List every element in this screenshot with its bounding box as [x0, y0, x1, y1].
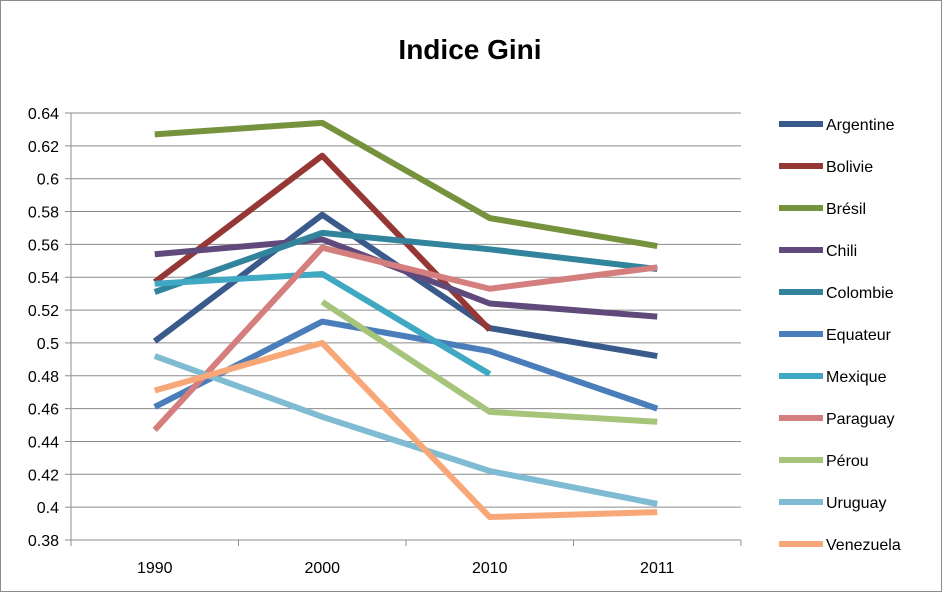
y-tick-label: 0.62 [28, 139, 59, 156]
legend-item: Uruguay [779, 495, 886, 512]
series-line-colombie [153, 229, 658, 295]
x-tick-label: 2000 [304, 560, 340, 577]
y-tick-label: 0.6 [37, 172, 59, 189]
legend-item: Venezuela [779, 537, 901, 554]
legend-label: Brésil [826, 201, 866, 218]
y-tick-label: 0.56 [28, 237, 59, 254]
legend-label: Colombie [826, 285, 894, 302]
legend-label: Mexique [826, 369, 887, 386]
chart-title: Indice Gini [398, 34, 541, 65]
y-tick-label: 0.64 [28, 106, 59, 123]
legend-label: Venezuela [826, 537, 901, 554]
y-tick-label: 0.42 [28, 467, 59, 484]
legend-label: Paraguay [826, 411, 895, 428]
legend-item: Equateur [779, 327, 892, 344]
series-line-brésil [154, 119, 658, 249]
legend-item: Argentine [779, 117, 895, 134]
legend-label: Equateur [826, 327, 892, 344]
y-axis-tick-labels: 0.38 0.4 0.42 0.44 0.46 0.48 0.5 0.52 0.54 0.56 0.… [28, 106, 59, 550]
legend-item: Bolivie [779, 159, 873, 176]
y-tick-label: 0.52 [28, 303, 59, 320]
series-lines [152, 119, 659, 521]
legend-item: Chili [779, 243, 857, 260]
legend-item: Paraguay [779, 411, 895, 428]
y-tick-label: 0.46 [28, 402, 59, 419]
series-line-venezuela [153, 339, 658, 521]
x-tick-label: 2011 [640, 560, 675, 577]
y-tick-label: 0.48 [28, 369, 59, 386]
y-tick-label: 0.58 [28, 205, 59, 222]
series-line-paraguay [152, 244, 658, 432]
legend-label: Pérou [826, 453, 869, 470]
legend-label: Chili [826, 243, 857, 260]
axes [65, 112, 742, 546]
legend-item: Pérou [779, 453, 869, 470]
y-tick-label: 0.54 [28, 270, 59, 287]
legend-label: Uruguay [826, 495, 886, 512]
series-line-equateur [153, 318, 659, 412]
legend-label: Argentine [826, 117, 895, 134]
gridlines [71, 112, 741, 508]
y-tick-label: 0.5 [37, 336, 59, 353]
series-line-bolivie [152, 152, 492, 332]
legend: Argentine Bolivie Brésil Chili Colombie Equat… [779, 117, 901, 554]
series-line-chili [154, 236, 658, 320]
x-axis-tick-labels: 1990 2000 2010 2011 [137, 560, 675, 577]
series-line-pérou [320, 299, 658, 425]
legend-item: Colombie [779, 285, 894, 302]
x-tick-label: 2010 [472, 560, 508, 577]
x-tick-label: 1990 [137, 560, 173, 577]
legend-label: Bolivie [826, 159, 873, 176]
y-tick-label: 0.38 [28, 533, 59, 550]
legend-item: Mexique [779, 369, 887, 386]
y-tick-label: 0.4 [37, 500, 59, 517]
series-line-mexique [154, 270, 492, 377]
series-line-uruguay [153, 353, 658, 507]
y-tick-label: 0.44 [28, 434, 59, 451]
legend-item: Brésil [779, 201, 866, 218]
